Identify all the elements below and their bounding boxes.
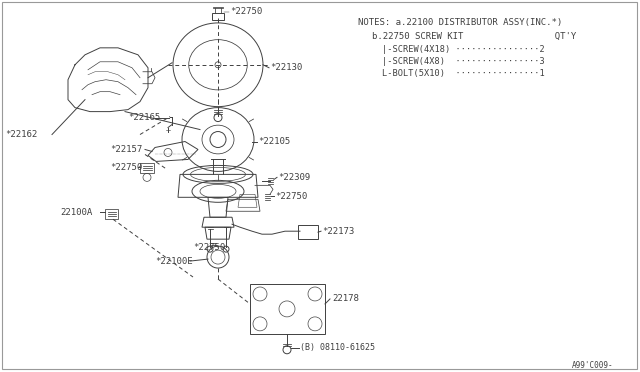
Text: L-BOLT(5X10)  ················1: L-BOLT(5X10) ················1 bbox=[382, 69, 545, 78]
Text: *22105: *22105 bbox=[258, 137, 291, 146]
Text: *22165: *22165 bbox=[128, 113, 160, 122]
Text: *22750: *22750 bbox=[275, 192, 307, 201]
Text: b.22750 SCREW KIT                 QT'Y: b.22750 SCREW KIT QT'Y bbox=[372, 32, 576, 41]
Text: *22100E: *22100E bbox=[155, 257, 193, 266]
Text: *22309: *22309 bbox=[278, 173, 310, 182]
Text: *22750: *22750 bbox=[230, 7, 262, 16]
Text: *22750: *22750 bbox=[193, 243, 225, 251]
Text: *22157: *22157 bbox=[110, 145, 142, 154]
Text: NOTES: a.22100 DISTRIBUTOR ASSY(INC.*): NOTES: a.22100 DISTRIBUTOR ASSY(INC.*) bbox=[358, 18, 563, 27]
Text: (B) 08110-61625: (B) 08110-61625 bbox=[300, 343, 375, 352]
Text: A99'C009-: A99'C009- bbox=[572, 361, 614, 370]
Text: *22173: *22173 bbox=[322, 227, 355, 236]
Text: |-SCREW(4X18) ················2: |-SCREW(4X18) ················2 bbox=[382, 45, 545, 54]
Text: 22178: 22178 bbox=[332, 295, 359, 304]
Text: 22100A: 22100A bbox=[60, 208, 92, 217]
Text: *22750: *22750 bbox=[110, 163, 142, 172]
Text: |-SCREW(4X8)  ················3: |-SCREW(4X8) ················3 bbox=[382, 57, 545, 66]
Text: *22162: *22162 bbox=[5, 130, 37, 139]
Text: *22130: *22130 bbox=[270, 63, 302, 72]
